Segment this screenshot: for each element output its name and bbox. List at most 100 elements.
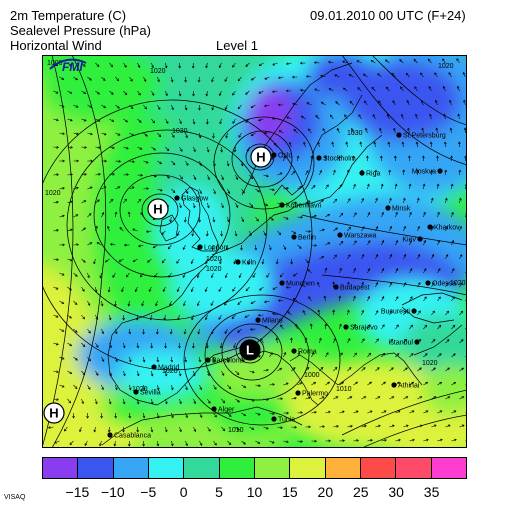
wind-arrow	[347, 170, 349, 176]
wind-arrow	[319, 338, 322, 344]
wind-arrow	[269, 412, 275, 415]
wind-arrow-head	[382, 324, 385, 328]
wind-arrow-head	[130, 78, 133, 82]
wind-arrow	[292, 298, 298, 302]
wind-arrow	[248, 258, 250, 264]
wind-arrow	[48, 426, 54, 429]
wind-arrow-head	[420, 99, 424, 103]
city-label: Casablanca	[114, 433, 151, 440]
wind-arrow	[129, 76, 133, 82]
wind-arrow	[101, 186, 107, 190]
wind-arrow	[81, 146, 87, 148]
wind-arrow	[403, 396, 408, 400]
wind-arrow-head	[218, 289, 222, 292]
wind-arrow-head	[391, 72, 395, 76]
wind-arrow	[395, 410, 401, 414]
wind-arrow	[213, 412, 217, 418]
wind-arrow	[347, 338, 351, 344]
wind-arrow-head	[409, 211, 412, 215]
wind-arrow-head	[191, 233, 195, 237]
wind-arrow-head	[210, 275, 214, 279]
fmi-logo-text: FMI	[62, 60, 83, 74]
wind-arrow	[107, 226, 110, 232]
wind-arrow-head	[361, 197, 365, 201]
wind-arrow	[211, 272, 214, 278]
wind-arrow	[235, 202, 239, 208]
wind-arrow-head	[414, 86, 417, 89]
wind-arrow	[182, 244, 186, 250]
wind-arrow-head	[391, 396, 395, 399]
wind-arrow-head	[151, 65, 154, 69]
wind-arrow-head	[412, 438, 415, 442]
wind-arrow-head	[95, 345, 99, 348]
wind-arrow	[353, 410, 359, 414]
wind-arrow	[273, 142, 278, 148]
wind-arrow-head	[137, 65, 141, 68]
wind-arrow	[291, 171, 296, 176]
wind-arrow-head	[432, 310, 435, 314]
wind-arrow-head	[224, 331, 228, 334]
wind-arrow	[59, 187, 65, 190]
wind-arrow-head	[324, 155, 328, 159]
wind-arrow-head	[47, 426, 51, 429]
wind-arrow	[347, 425, 353, 428]
wind-arrow	[207, 370, 210, 376]
wind-arrow-head	[112, 275, 115, 278]
wind-arrow	[109, 398, 111, 404]
wind-arrow-head	[432, 282, 435, 285]
wind-arrow-head	[453, 382, 457, 385]
wind-arrow-head	[164, 345, 167, 349]
wind-arrow-head	[451, 239, 455, 243]
wind-arrow	[234, 146, 236, 152]
wind-arrow-head	[453, 410, 457, 413]
wind-arrow	[109, 342, 112, 348]
wind-arrow	[459, 254, 463, 260]
wind-arrow	[283, 156, 286, 162]
wind-arrow	[59, 356, 65, 360]
wind-arrow-head	[272, 287, 276, 290]
wind-arrow-head	[219, 345, 223, 349]
wind-arrow-head	[377, 73, 380, 76]
wind-arrow-head	[82, 344, 86, 348]
wind-arrow-head	[405, 72, 409, 76]
wind-arrow	[123, 198, 127, 204]
wind-arrow	[437, 240, 440, 246]
wind-arrow-head	[76, 186, 79, 190]
wind-arrow-head	[224, 275, 228, 279]
wind-arrow-head	[427, 58, 431, 62]
wind-arrow	[325, 324, 327, 330]
wind-arrow-head	[170, 443, 174, 447]
wind-arrow-head	[169, 303, 172, 307]
city-label: Roma	[298, 349, 317, 356]
wind-arrow-head	[260, 338, 263, 341]
wind-arrow	[81, 227, 86, 232]
wind-arrow-head	[206, 149, 210, 153]
wind-arrow	[437, 410, 443, 414]
wind-arrow	[389, 310, 393, 316]
wind-arrow	[353, 324, 356, 330]
wind-arrow	[431, 367, 436, 372]
wind-arrow-head	[114, 303, 117, 307]
wind-arrow-head	[458, 169, 462, 173]
wind-arrow-head	[254, 247, 258, 251]
wind-arrow	[399, 59, 404, 64]
wind-arrow	[278, 130, 284, 134]
wind-arrow	[169, 300, 172, 306]
wind-arrow-head	[459, 225, 462, 229]
wind-arrow-head	[353, 323, 357, 327]
wind-arrow-head	[97, 199, 100, 203]
wind-arrow-head	[438, 353, 442, 356]
wind-arrow-head	[383, 381, 387, 385]
wind-arrow	[314, 88, 320, 92]
wind-arrow-head	[433, 396, 437, 399]
wind-arrow-head	[416, 197, 420, 201]
wind-arrow-head	[95, 225, 98, 229]
wind-arrow-head	[227, 191, 231, 195]
wind-arrow-head	[243, 385, 247, 388]
wind-arrow	[445, 310, 449, 316]
wind-arrow	[239, 272, 242, 278]
wind-arrow	[199, 132, 201, 138]
wind-arrow-head	[444, 169, 448, 173]
wind-arrow-head	[405, 424, 409, 428]
wind-arrow-head	[171, 135, 175, 138]
